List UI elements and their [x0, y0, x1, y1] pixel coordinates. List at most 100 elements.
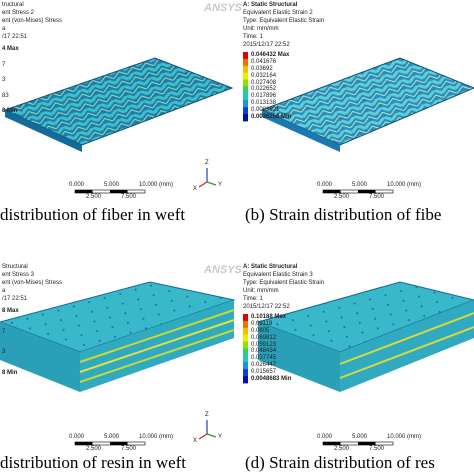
legend-swatch [243, 86, 248, 94]
legend-label: 0.027408 [251, 79, 277, 86]
scale-label: 10.000 (mm) [139, 434, 174, 440]
header-line: ent Stress 3 [2, 272, 35, 278]
legend-label: 0.041676 [251, 58, 277, 65]
legend-label: 7 [2, 328, 6, 335]
header-line: tructural [2, 2, 24, 8]
scale-bar [110, 442, 128, 445]
scale-label: 0.000 [69, 182, 85, 188]
scale-bar [110, 190, 128, 193]
header-line: ent (von-Mises) Stress [2, 280, 63, 286]
scale-label: 2.500 [86, 194, 102, 200]
header-line: a [2, 26, 6, 32]
legend-label: 0.0048683 Min [251, 376, 292, 382]
scale-label: 10.000 (mm) [387, 182, 422, 188]
legend-label: 0.0805 [251, 327, 270, 334]
legend-swatch [243, 314, 248, 322]
header-line: A: Static Structural [243, 2, 298, 8]
scale-label: 2.500 [334, 446, 350, 452]
scale-label: 10.000 (mm) [387, 434, 422, 440]
legend-swatch [243, 65, 248, 74]
legend-label: 0.03692 [251, 65, 273, 72]
triad-label: X [193, 186, 198, 192]
header-line: ent Stress 2 [2, 10, 35, 16]
legend-label: 0.059123 [251, 341, 277, 348]
header-line: Unit: mm/mm [243, 26, 279, 32]
legend-swatch [243, 362, 248, 370]
legend-swatch [243, 52, 248, 60]
legend-label: 0.09119 [251, 320, 273, 327]
scale-label: 5.000 [104, 182, 120, 188]
legend-label: 0.022652 [251, 86, 277, 93]
header-line: Type: Equivalent Elastic Strain [243, 18, 325, 24]
legend-swatch [243, 114, 248, 122]
legend-swatch [243, 376, 248, 384]
caption: (d) Strain distribution of res [245, 453, 435, 472]
legend-swatch [243, 341, 248, 349]
triad-axis [198, 181, 208, 188]
legend-label: 3 [2, 349, 6, 356]
triad-axis [206, 181, 217, 186]
caption: (b) Strain distribution of fibe [245, 205, 442, 224]
legend-label: 0.0083821 [251, 107, 280, 114]
header-line: /17 22:51 [2, 296, 28, 302]
triad-axis [206, 433, 217, 438]
header-line: Equivalent Elastic Strain 2 [243, 10, 313, 16]
scale-label: 5.000 [104, 434, 120, 440]
header-line: Time: 1 [243, 296, 263, 302]
header-line: A: Static Structural [243, 264, 298, 270]
header-line: Type: Equivalent Elastic Strain [243, 280, 325, 286]
scale-label: 0.000 [317, 182, 333, 188]
header-line: 2015/12/17 22:52 [243, 42, 290, 48]
legend-label: 0.015657 [251, 369, 277, 376]
triad-label: Z [205, 160, 209, 166]
legend-label: 0.017896 [251, 93, 277, 100]
legend-label: 8 Max [2, 308, 19, 314]
header-line: /17 22:51 [2, 34, 28, 40]
ansys-logo: ANSYS [204, 264, 242, 276]
legend-label: 83 [2, 92, 9, 99]
scale-bar [323, 190, 341, 193]
scale-bar [323, 442, 341, 445]
caption: distribution of resin in weft [0, 453, 187, 472]
scale-label: 0.000 [69, 434, 85, 440]
header-line: Unit: mm/mm [243, 288, 279, 294]
triad-label: Y [218, 434, 223, 440]
legend-label: 0.037745 [251, 355, 277, 362]
header-line: Time: 1 [243, 34, 263, 40]
header-line: Equivalent Elastic Strain 3 [243, 272, 313, 278]
legend-swatch [243, 320, 248, 329]
legend-label: 0.048434 [251, 348, 277, 355]
scale-bar [358, 190, 376, 193]
legend-label: 0.10188 Max [251, 314, 287, 320]
legend-swatch [243, 348, 248, 356]
legend-label: 0.013138 [251, 100, 277, 107]
legend-swatch [243, 100, 248, 108]
legend-swatch [243, 72, 248, 81]
legend-swatch [243, 327, 248, 336]
legend-label: 0.0036258 Min [251, 114, 292, 120]
header-line: 2015/12/17 22:52 [243, 304, 290, 310]
triad-label: Y [218, 182, 223, 188]
caption: distribution of fiber in weft [0, 205, 186, 224]
ansys-logo: ANSYS [204, 2, 242, 14]
legend-label: 3 [2, 77, 6, 83]
legend-swatch [243, 369, 248, 377]
legend-swatch [243, 93, 248, 101]
scale-label: 2.500 [334, 194, 350, 200]
legend-label: 8 Min [2, 108, 18, 114]
triad-label: Z [205, 412, 209, 418]
header-line: ent (von-Mises) Stress [2, 18, 63, 24]
scale-label: 10.000 (mm) [139, 182, 174, 188]
triad-axis [198, 433, 208, 440]
legend-label: 7 [2, 61, 6, 68]
legend-swatch [243, 79, 248, 87]
legend-label: 8 Min [2, 370, 18, 376]
header-line: Structural [2, 264, 28, 270]
legend-swatch [243, 58, 248, 67]
scale-bar [75, 190, 93, 193]
triad-label: X [193, 438, 198, 444]
scale-label: 0.000 [317, 434, 333, 440]
scale-label: 5.000 [352, 434, 368, 440]
